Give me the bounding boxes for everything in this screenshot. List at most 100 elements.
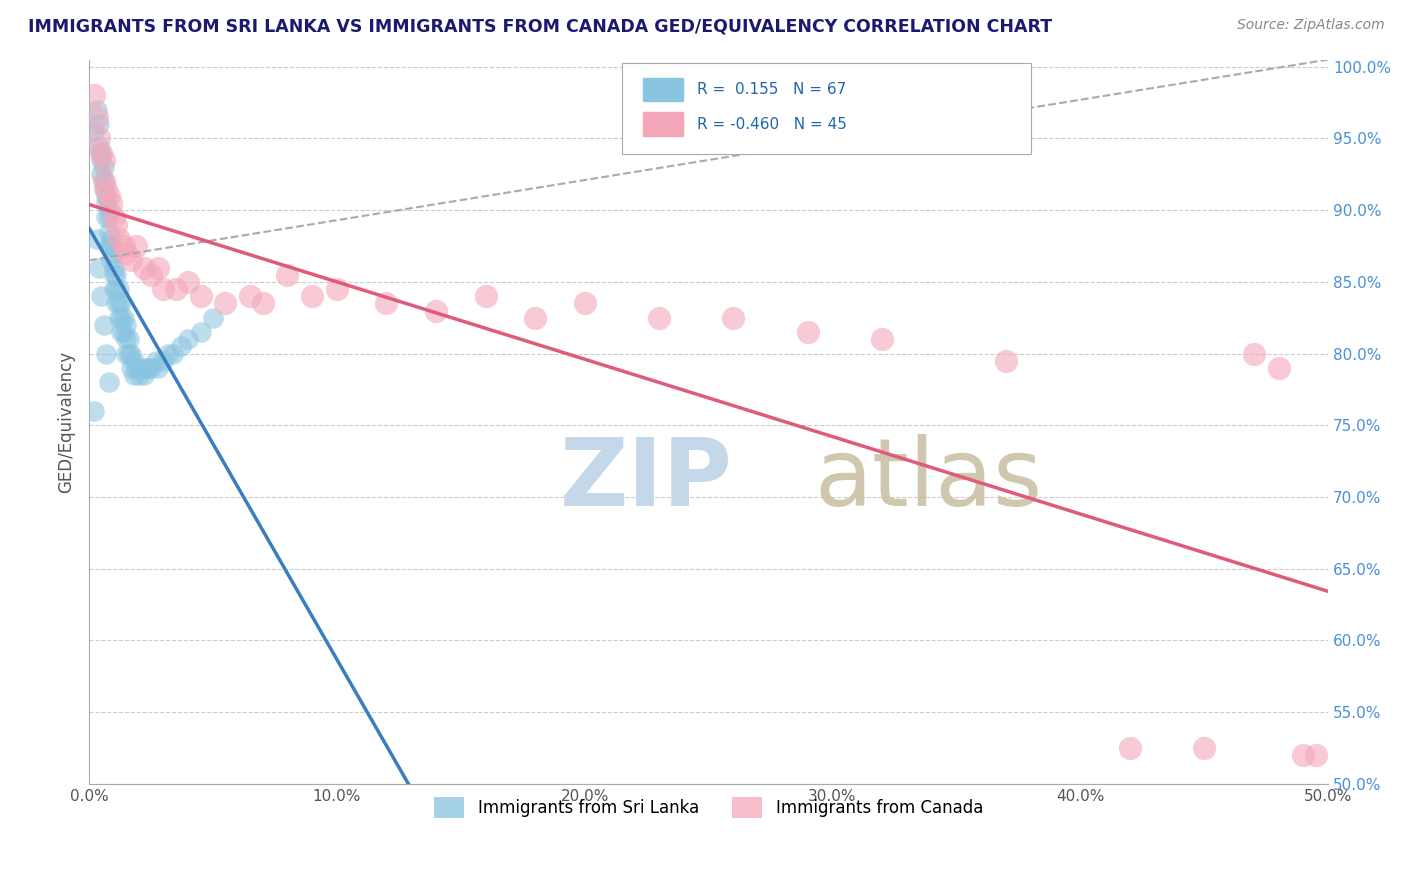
Text: R = -0.460   N = 45: R = -0.460 N = 45 xyxy=(697,117,848,131)
Point xyxy=(115,346,138,360)
Point xyxy=(214,296,236,310)
Point xyxy=(120,346,142,360)
Point xyxy=(90,167,112,181)
Point xyxy=(83,404,105,418)
Point xyxy=(1292,747,1315,762)
Point xyxy=(97,203,120,218)
Point xyxy=(115,318,138,332)
Point xyxy=(90,145,112,160)
Point xyxy=(276,268,298,282)
Legend: Immigrants from Sri Lanka, Immigrants from Canada: Immigrants from Sri Lanka, Immigrants fr… xyxy=(426,789,991,826)
Point xyxy=(100,196,122,211)
Text: atlas: atlas xyxy=(814,434,1042,525)
Point xyxy=(139,360,162,375)
Point xyxy=(110,325,132,339)
Point xyxy=(152,282,174,296)
Point xyxy=(1305,747,1327,762)
Point xyxy=(112,239,135,253)
Point xyxy=(96,189,118,203)
Point xyxy=(86,232,108,246)
Point xyxy=(93,153,115,167)
Point xyxy=(107,232,129,246)
Point xyxy=(93,318,115,332)
Point xyxy=(177,332,200,346)
Point xyxy=(115,246,138,260)
Point xyxy=(128,368,150,382)
Point xyxy=(90,145,112,160)
Point xyxy=(152,353,174,368)
Point xyxy=(110,310,132,325)
Point xyxy=(301,289,323,303)
Point xyxy=(100,239,122,253)
Point xyxy=(90,289,112,303)
Point xyxy=(190,289,212,303)
Point xyxy=(112,325,135,339)
Point xyxy=(796,325,818,339)
Point xyxy=(96,211,118,225)
Y-axis label: GED/Equivalency: GED/Equivalency xyxy=(58,351,75,492)
Point xyxy=(139,268,162,282)
Point xyxy=(103,268,125,282)
Point xyxy=(112,310,135,325)
Point xyxy=(870,332,893,346)
Point xyxy=(157,346,180,360)
Point xyxy=(148,360,170,375)
Point xyxy=(129,360,152,375)
Text: IMMIGRANTS FROM SRI LANKA VS IMMIGRANTS FROM CANADA GED/EQUIVALENCY CORRELATION : IMMIGRANTS FROM SRI LANKA VS IMMIGRANTS … xyxy=(28,18,1052,36)
Point xyxy=(107,282,129,296)
Point xyxy=(1243,346,1265,360)
Point xyxy=(177,275,200,289)
Point xyxy=(100,232,122,246)
Point xyxy=(125,360,148,375)
Point xyxy=(87,117,110,131)
Point xyxy=(107,310,129,325)
Point xyxy=(97,189,120,203)
Point xyxy=(86,103,108,117)
Text: R =  0.155   N = 67: R = 0.155 N = 67 xyxy=(697,82,846,97)
Point xyxy=(97,225,120,239)
Point xyxy=(87,138,110,153)
Point xyxy=(96,196,118,211)
Point xyxy=(93,174,115,188)
Point xyxy=(97,376,120,390)
Point xyxy=(122,353,145,368)
Point xyxy=(87,260,110,275)
Point xyxy=(97,211,120,225)
Point xyxy=(994,353,1017,368)
Text: ZIP: ZIP xyxy=(560,434,733,525)
Point xyxy=(1267,360,1289,375)
Point xyxy=(90,153,112,167)
Point xyxy=(524,310,547,325)
Point xyxy=(87,131,110,145)
Point xyxy=(122,368,145,382)
Point xyxy=(326,282,349,296)
Point xyxy=(252,296,274,310)
Point xyxy=(93,160,115,174)
Point xyxy=(190,325,212,339)
Point xyxy=(145,353,167,368)
Point xyxy=(103,282,125,296)
Point xyxy=(105,296,128,310)
Point xyxy=(132,260,155,275)
Point xyxy=(201,310,224,325)
Point xyxy=(135,360,157,375)
Point xyxy=(105,218,128,232)
Point xyxy=(103,246,125,260)
Point xyxy=(574,296,596,310)
Text: Source: ZipAtlas.com: Source: ZipAtlas.com xyxy=(1237,18,1385,32)
Point xyxy=(474,289,496,303)
Point xyxy=(132,368,155,382)
Point xyxy=(86,110,108,124)
Point xyxy=(165,282,187,296)
Point xyxy=(103,260,125,275)
Point xyxy=(93,181,115,195)
Point xyxy=(110,296,132,310)
Point xyxy=(118,346,141,360)
Point xyxy=(103,211,125,225)
FancyBboxPatch shape xyxy=(643,112,682,136)
Point xyxy=(83,88,105,103)
Point xyxy=(105,282,128,296)
Point xyxy=(148,260,170,275)
Point xyxy=(239,289,262,303)
FancyBboxPatch shape xyxy=(621,63,1031,153)
